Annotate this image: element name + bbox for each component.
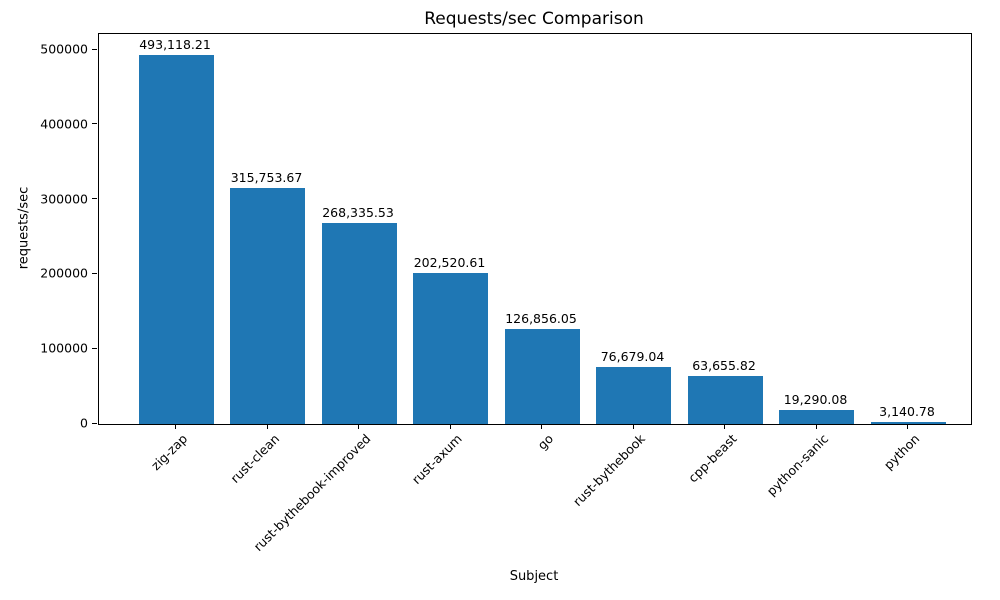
chart-title: Requests/sec Comparison (424, 9, 644, 29)
y-axis-tick-label: 0 (80, 415, 88, 431)
plot-area (98, 33, 972, 425)
x-axis-tick-label: zig-zap (148, 431, 191, 474)
x-axis-tick (449, 424, 451, 429)
x-axis-tick (724, 424, 725, 429)
x-axis-label: Subject (509, 569, 559, 584)
y-axis-tick (92, 272, 97, 274)
x-axis-tick-label: python-sanic (763, 431, 832, 499)
bar-rust-clean (230, 187, 305, 424)
bar-value-label: 126,856.05 (505, 311, 577, 327)
x-axis-tick (632, 424, 634, 429)
bar-value-label: 493,118.21 (139, 37, 211, 53)
bar-rust-bythebook-improved (321, 223, 397, 424)
y-axis-tick (92, 422, 97, 424)
x-axis-tick-label: rust-bythebook (570, 431, 649, 510)
x-axis-tick-label: cpp-beast (685, 431, 740, 486)
bar-value-label: 268,335.53 (322, 205, 394, 221)
y-axis-tick (92, 347, 97, 349)
x-axis-tick (541, 424, 542, 429)
bar-value-label: 76,679.04 (600, 348, 665, 364)
y-axis-tick-label: 300000 (40, 191, 88, 207)
y-axis-tick-label: 500000 (40, 41, 88, 57)
x-axis-tick (266, 424, 268, 429)
bar-go (504, 329, 580, 424)
bar-value-label: 315,753.67 (230, 169, 303, 185)
bar-cpp-beast (687, 376, 763, 424)
y-axis-tick-label: 200000 (40, 265, 88, 281)
x-axis-tick (907, 424, 908, 429)
bar-value-label: 3,140.78 (879, 403, 935, 419)
bar-value-label: 63,655.82 (692, 358, 756, 374)
x-axis-tick-label: rust-clean (227, 431, 283, 486)
bar-value-label: 19,290.08 (783, 391, 848, 407)
x-axis-tick (175, 424, 176, 429)
y-axis-tick (92, 198, 97, 200)
bar-rust-axum (413, 272, 488, 424)
y-axis-tick-label: 100000 (40, 340, 88, 356)
bar-python-sanic (779, 409, 854, 424)
y-axis-tick-label: 400000 (40, 116, 88, 132)
x-axis-tick-label: python (881, 431, 923, 473)
y-axis-tick (92, 123, 97, 125)
x-axis-tick (358, 424, 359, 429)
bar-python (870, 421, 946, 424)
bar-zig-zap (138, 55, 214, 424)
y-axis-tick (92, 48, 97, 50)
bar-rust-bythebook (596, 366, 671, 424)
x-axis-tick (815, 424, 817, 429)
bar-value-label: 202,520.61 (413, 254, 486, 270)
x-axis-tick-label: go (534, 431, 557, 453)
x-axis-tick-label: rust-axum (409, 431, 466, 487)
